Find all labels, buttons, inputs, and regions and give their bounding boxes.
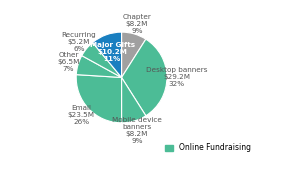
Wedge shape: [76, 56, 122, 78]
Wedge shape: [122, 32, 146, 78]
Text: Other
$6.5M
7%: Other $6.5M 7%: [57, 52, 79, 72]
Text: Desktop banners
$29.2M
32%: Desktop banners $29.2M 32%: [146, 68, 208, 88]
Wedge shape: [76, 75, 122, 123]
Text: Email
$23.5M
26%: Email $23.5M 26%: [68, 105, 95, 125]
Text: Recurring
$5.2M
6%: Recurring $5.2M 6%: [62, 32, 96, 52]
Legend: Online Fundraising: Online Fundraising: [162, 140, 254, 155]
Wedge shape: [122, 78, 146, 123]
Wedge shape: [93, 32, 122, 78]
Wedge shape: [82, 43, 122, 78]
Text: Major Gifts
$10.2M
11%: Major Gifts $10.2M 11%: [90, 42, 135, 62]
Text: Chapter
$8.2M
9%: Chapter $8.2M 9%: [123, 14, 151, 34]
Wedge shape: [122, 39, 167, 116]
Text: Mobile device
banners
$8.2M
9%: Mobile device banners $8.2M 9%: [112, 117, 162, 144]
